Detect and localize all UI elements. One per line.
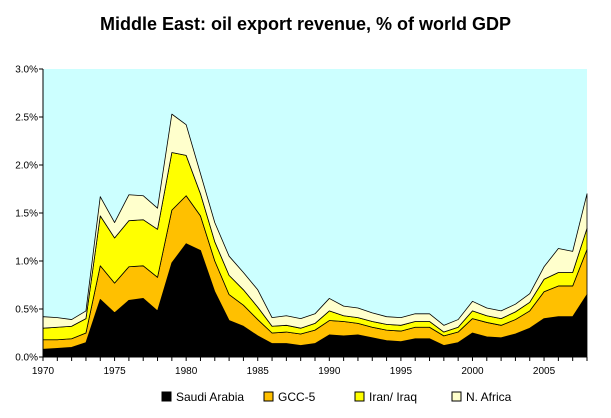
area-n-africa	[42, 113, 588, 333]
x-tick-label: 1995	[390, 366, 413, 377]
legend-swatch	[161, 391, 172, 402]
y-tick-label: 2.5%	[15, 113, 38, 124]
x-tick-label: 1985	[247, 366, 270, 377]
legend: Saudi Arabia GCC-5 Iran/ Iraq N. Africa	[161, 390, 512, 404]
y-tick-label: 3.0%	[15, 65, 38, 76]
legend-swatch	[263, 391, 274, 402]
legend-label: Saudi Arabia	[176, 390, 244, 404]
x-tick-label: 2000	[461, 366, 484, 377]
area-series	[42, 113, 588, 358]
y-tick-label: 0.5%	[15, 305, 38, 316]
y-tick-label: 1.0%	[15, 257, 38, 268]
legend-label: GCC-5	[278, 390, 316, 404]
y-axis-ticks: 0.0% 0.5% 1.0% 1.5% 2.0% 2.5% 3.0%	[15, 65, 43, 364]
x-axis-ticks: 1970 1975 1980 1985 1990 1995 2000 2005	[32, 357, 588, 377]
x-tick-label: 2005	[533, 366, 556, 377]
y-tick-label: 0.0%	[15, 353, 38, 364]
x-tick-label: 1980	[175, 366, 198, 377]
legend-swatch	[354, 391, 365, 402]
chart-title: Middle East: oil export revenue, % of wo…	[99, 14, 512, 34]
x-tick-label: 1990	[318, 366, 341, 377]
y-tick-label: 1.5%	[15, 209, 38, 220]
y-tick-label: 2.0%	[15, 161, 38, 172]
x-tick-label: 1970	[32, 366, 55, 377]
legend-label: N. Africa	[466, 390, 512, 404]
legend-swatch	[451, 391, 462, 402]
x-tick-label: 1975	[103, 366, 126, 377]
legend-label: Iran/ Iraq	[369, 390, 417, 404]
